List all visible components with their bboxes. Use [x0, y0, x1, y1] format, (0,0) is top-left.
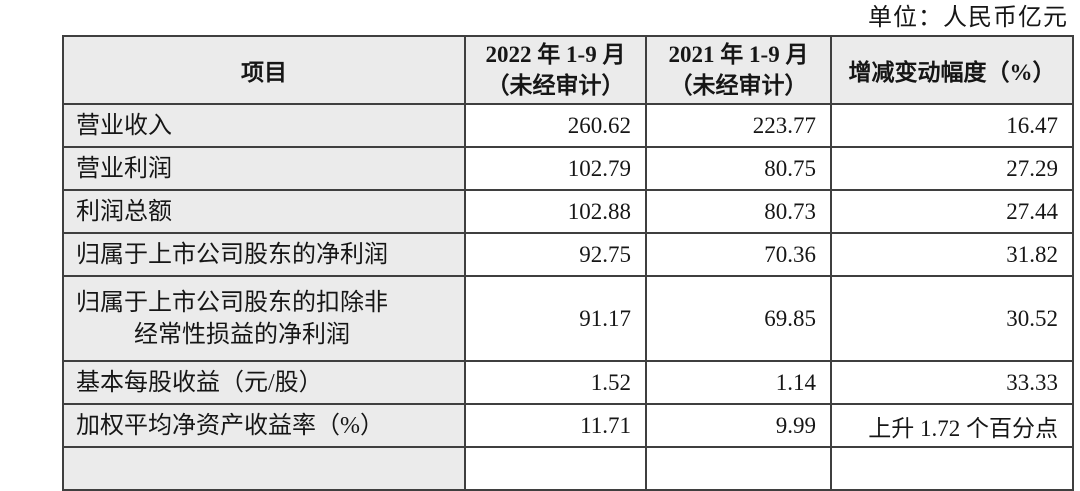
table-row: 归属于上市公司股东的扣除非 经常性损益的净利润 91.17 69.85 30.5…: [62, 275, 1074, 362]
change-cell: 33.33: [830, 360, 1074, 405]
table-row: 基本每股收益（元/股） 1.52 1.14 33.33: [62, 360, 1074, 405]
value-2022-cell: 260.62: [464, 103, 647, 148]
item-line1: 归属于上市公司股东的扣除非: [76, 289, 388, 316]
value-2022-cell: 1.52: [464, 360, 647, 405]
value-2021-cell: 70.36: [645, 232, 832, 277]
header-2021-line2: （未经审计）: [669, 73, 808, 98]
change-cell: 30.52: [830, 275, 1074, 362]
value-2021-cell: 1.14: [645, 360, 832, 405]
value-2022-cell: 92.75: [464, 232, 647, 277]
header-2021-line1: 2021 年 1-9 月: [668, 42, 809, 67]
item-line2: 经常性损益的净利润: [134, 321, 350, 348]
value-2022-cell: [464, 446, 647, 491]
header-item: 项目: [62, 35, 466, 105]
table-row: 营业收入 260.62 223.77 16.47: [62, 103, 1074, 148]
header-2022-line1: 2022 年 1-9 月: [485, 42, 626, 67]
item-cell: 基本每股收益（元/股）: [62, 360, 466, 405]
item-cell: [62, 446, 466, 491]
value-2021-cell: 80.75: [645, 146, 832, 191]
change-cell: 31.82: [830, 232, 1074, 277]
item-cell: 归属于上市公司股东的扣除非 经常性损益的净利润: [62, 275, 466, 362]
table-row: 营业利润 102.79 80.75 27.29: [62, 146, 1074, 191]
item-cell: 营业利润: [62, 146, 466, 191]
value-2022-cell: 91.17: [464, 275, 647, 362]
item-cell: 加权平均净资产收益率（%）: [62, 403, 466, 448]
change-cell: 上升 1.72 个百分点: [830, 403, 1074, 448]
change-cell: 27.44: [830, 189, 1074, 234]
header-change: 增减变动幅度（%）: [830, 35, 1074, 105]
header-row: 项目 2022 年 1-9 月 （未经审计） 2021 年 1-9 月 （未经审…: [62, 35, 1074, 105]
table-row: 加权平均净资产收益率（%） 11.71 9.99 上升 1.72 个百分点: [62, 403, 1074, 448]
financial-results-table: 项目 2022 年 1-9 月 （未经审计） 2021 年 1-9 月 （未经审…: [62, 35, 1074, 491]
item-cell: 归属于上市公司股东的净利润: [62, 232, 466, 277]
change-cell: 16.47: [830, 103, 1074, 148]
unit-caption: 单位：人民币亿元: [868, 5, 1068, 31]
value-2021-cell: 80.73: [645, 189, 832, 234]
header-2022-line2: （未经审计）: [486, 73, 625, 98]
item-cell: 营业收入: [62, 103, 466, 148]
table-row: 利润总额 102.88 80.73 27.44: [62, 189, 1074, 234]
value-2022-cell: 11.71: [464, 403, 647, 448]
header-2021: 2021 年 1-9 月 （未经审计）: [645, 35, 832, 105]
value-2021-cell: 9.99: [645, 403, 832, 448]
item-cell: 利润总额: [62, 189, 466, 234]
change-cell: [830, 446, 1074, 491]
header-2022: 2022 年 1-9 月 （未经审计）: [464, 35, 647, 105]
table-row-partial: [62, 446, 1074, 491]
value-2021-cell: 69.85: [645, 275, 832, 362]
value-2022-cell: 102.79: [464, 146, 647, 191]
value-2021-cell: [645, 446, 832, 491]
value-2021-cell: 223.77: [645, 103, 832, 148]
value-2022-cell: 102.88: [464, 189, 647, 234]
table-row: 归属于上市公司股东的净利润 92.75 70.36 31.82: [62, 232, 1074, 277]
change-cell: 27.29: [830, 146, 1074, 191]
